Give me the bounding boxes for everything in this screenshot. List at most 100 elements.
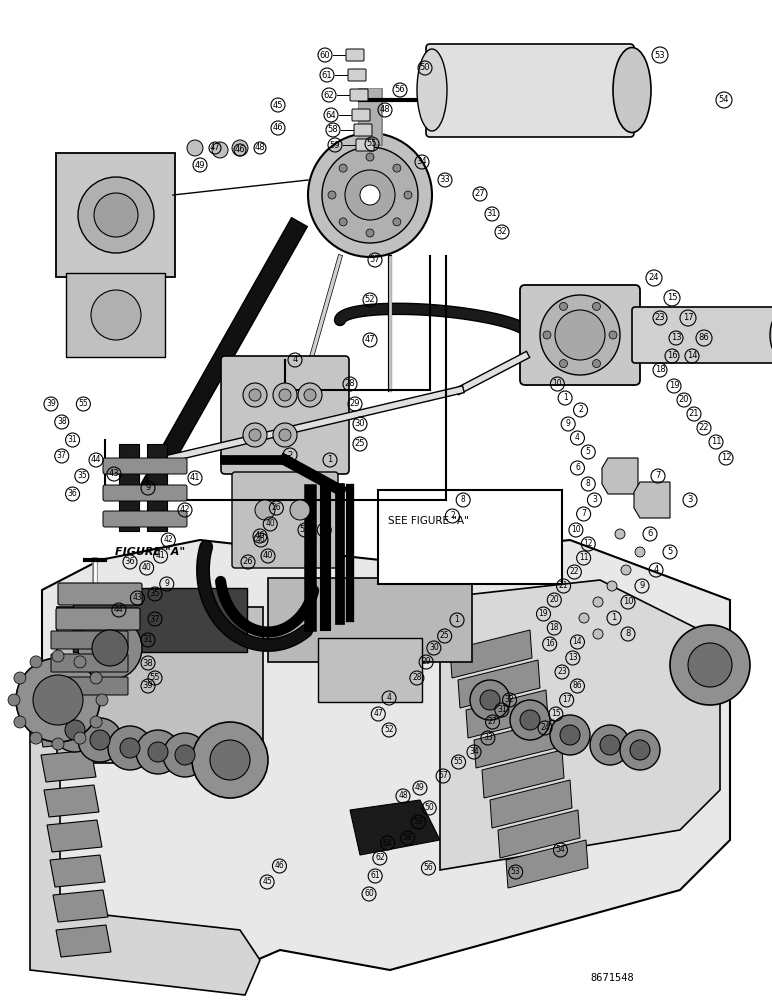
Text: 10: 10 [623, 597, 633, 606]
Text: 33: 33 [439, 176, 450, 184]
Text: 29: 29 [422, 658, 431, 666]
Text: 9: 9 [639, 582, 645, 590]
Circle shape [210, 740, 250, 780]
Text: 64: 64 [383, 838, 392, 848]
Text: 25: 25 [355, 440, 365, 448]
FancyBboxPatch shape [520, 285, 640, 385]
Text: 58: 58 [327, 125, 338, 134]
Circle shape [108, 726, 152, 770]
Text: 11: 11 [711, 438, 721, 446]
Circle shape [404, 191, 412, 199]
FancyBboxPatch shape [147, 444, 167, 531]
Text: 14: 14 [573, 638, 582, 647]
Circle shape [308, 133, 432, 257]
Text: 60: 60 [320, 50, 330, 60]
Text: 41: 41 [156, 552, 165, 560]
FancyBboxPatch shape [346, 49, 364, 61]
Text: 55: 55 [367, 139, 378, 148]
FancyBboxPatch shape [318, 638, 422, 702]
Text: 15: 15 [551, 710, 560, 718]
Circle shape [630, 740, 650, 760]
Text: 12: 12 [584, 540, 593, 548]
Circle shape [65, 720, 85, 740]
Circle shape [600, 735, 620, 755]
Text: 8: 8 [625, 630, 631, 639]
Text: 86: 86 [699, 334, 709, 342]
Circle shape [345, 170, 395, 220]
Circle shape [322, 147, 418, 243]
Text: 31: 31 [68, 436, 77, 444]
Circle shape [192, 722, 268, 798]
Text: 13: 13 [568, 654, 577, 662]
Text: 19: 19 [669, 381, 679, 390]
Circle shape [273, 383, 297, 407]
Text: 4: 4 [653, 566, 659, 574]
Text: 54: 54 [719, 96, 730, 104]
FancyBboxPatch shape [56, 153, 175, 277]
Text: 38: 38 [57, 418, 66, 426]
Text: 27: 27 [488, 718, 497, 726]
Circle shape [670, 625, 750, 705]
FancyBboxPatch shape [51, 677, 128, 695]
Text: 35: 35 [77, 472, 86, 481]
Circle shape [360, 185, 380, 205]
Circle shape [16, 658, 100, 742]
FancyBboxPatch shape [57, 607, 263, 763]
Circle shape [609, 331, 617, 339]
Text: 31: 31 [486, 210, 497, 219]
FancyBboxPatch shape [632, 307, 772, 363]
Text: 42: 42 [164, 536, 173, 544]
Text: 52: 52 [364, 296, 375, 304]
Text: 41: 41 [190, 474, 200, 483]
Text: 18: 18 [655, 365, 665, 374]
Circle shape [232, 140, 248, 156]
Text: 50: 50 [425, 804, 434, 812]
Text: 35: 35 [150, 589, 161, 598]
Text: 8: 8 [586, 480, 591, 488]
Text: 64: 64 [326, 110, 337, 119]
Text: 57: 57 [438, 772, 448, 780]
Text: 27: 27 [475, 190, 486, 198]
Polygon shape [474, 720, 556, 768]
FancyBboxPatch shape [66, 273, 165, 357]
Circle shape [366, 229, 374, 237]
Text: 56: 56 [394, 86, 405, 95]
Polygon shape [44, 785, 99, 817]
Polygon shape [47, 820, 102, 852]
Text: 30: 30 [429, 644, 438, 652]
Text: 20: 20 [550, 595, 559, 604]
Text: 4: 4 [387, 694, 391, 702]
Text: 4: 4 [575, 434, 580, 442]
Text: 31: 31 [143, 636, 154, 645]
Circle shape [550, 715, 590, 755]
Text: 28: 28 [412, 674, 422, 682]
Text: 2: 2 [287, 450, 293, 460]
Circle shape [298, 383, 322, 407]
Text: 8671548: 8671548 [590, 973, 634, 983]
Text: 60: 60 [364, 890, 374, 898]
Text: 57: 57 [370, 255, 381, 264]
Circle shape [560, 302, 567, 310]
Text: 7: 7 [581, 510, 586, 518]
Circle shape [615, 529, 625, 539]
Circle shape [243, 423, 267, 447]
Text: SEE FIGURE "A": SEE FIGURE "A" [388, 516, 469, 526]
Text: 43: 43 [109, 470, 120, 479]
Text: 17: 17 [682, 314, 693, 322]
Circle shape [593, 597, 603, 607]
Text: 6: 6 [575, 464, 580, 473]
Text: 6: 6 [647, 530, 652, 538]
Polygon shape [482, 750, 564, 798]
FancyBboxPatch shape [378, 490, 562, 584]
FancyBboxPatch shape [352, 109, 370, 121]
Text: 37: 37 [150, 614, 161, 624]
Text: 13: 13 [671, 334, 682, 342]
Text: 9: 9 [164, 580, 169, 588]
FancyBboxPatch shape [103, 511, 187, 527]
Text: 40: 40 [262, 552, 273, 560]
FancyBboxPatch shape [221, 356, 349, 474]
Text: 10: 10 [571, 526, 581, 534]
Text: 45: 45 [262, 878, 272, 886]
Text: 40: 40 [142, 564, 151, 572]
Circle shape [339, 218, 347, 226]
